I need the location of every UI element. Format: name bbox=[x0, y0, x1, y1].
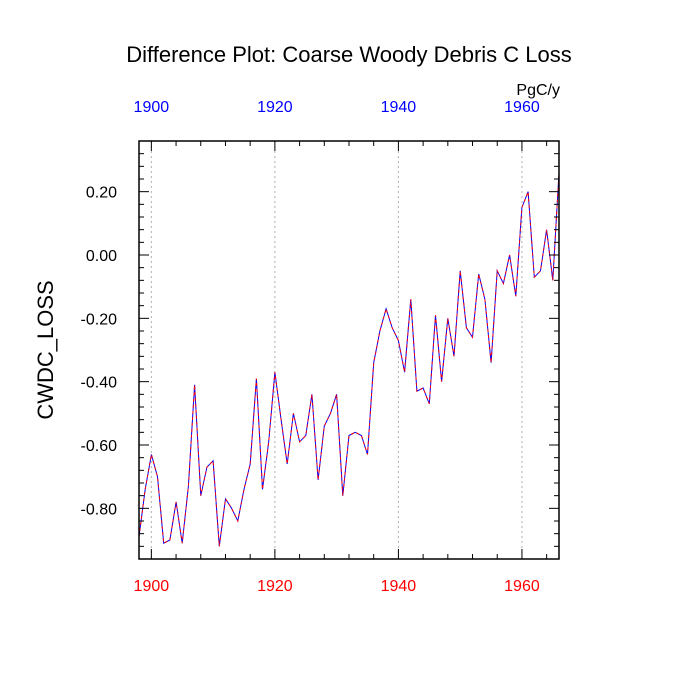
x-tick-label-bottom: 1940 bbox=[381, 578, 417, 595]
gridlines bbox=[150, 141, 523, 559]
y-tick-label: -0.60 bbox=[81, 438, 118, 455]
y-tick-label: -0.40 bbox=[81, 375, 118, 392]
x-tick-label-top: 1900 bbox=[134, 99, 170, 116]
data-series bbox=[138, 172, 560, 547]
x-tick-label-bottom: 1960 bbox=[504, 578, 540, 595]
x-tick-label-bottom: 1920 bbox=[257, 578, 293, 595]
y-axis-label: CWDC_LOSS bbox=[33, 280, 58, 419]
chart-title: Difference Plot: Coarse Woody Debris C L… bbox=[126, 42, 572, 67]
y-tick-label: -0.20 bbox=[81, 311, 118, 328]
units-label: PgC/y bbox=[516, 82, 560, 99]
axis-ticks bbox=[139, 140, 559, 560]
series-line-red-dashed bbox=[138, 172, 560, 547]
axis-tick-labels: 1900 1900 1920 1920 1940 1940 1960 1960 0.20 0.00… bbox=[81, 99, 540, 595]
x-tick-label-bottom: 1900 bbox=[134, 578, 170, 595]
plot-frame bbox=[138, 140, 560, 560]
y-tick-label: -0.80 bbox=[81, 501, 118, 518]
y-tick-label: 0.20 bbox=[86, 185, 117, 202]
x-tick-label-top: 1940 bbox=[381, 99, 417, 116]
x-tick-label-top: 1960 bbox=[504, 99, 540, 116]
y-tick-label: 0.00 bbox=[86, 248, 117, 265]
x-tick-label-top: 1920 bbox=[257, 99, 293, 116]
